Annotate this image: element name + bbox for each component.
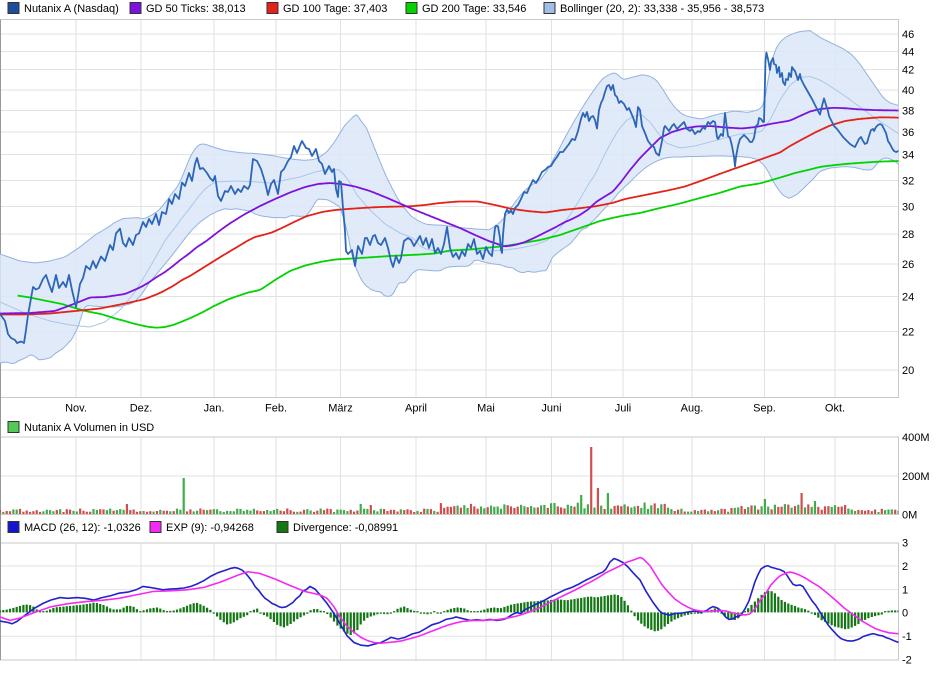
svg-text:38: 38 xyxy=(902,106,914,118)
svg-text:30: 30 xyxy=(902,202,914,214)
svg-text:Mai: Mai xyxy=(477,403,495,415)
svg-text:GD 100 Tage: 37,403: GD 100 Tage: 37,403 xyxy=(283,3,387,15)
svg-text:40: 40 xyxy=(902,85,914,97)
svg-text:GD 200 Tage: 33,546: GD 200 Tage: 33,546 xyxy=(422,3,526,15)
svg-text:Jan.: Jan. xyxy=(204,403,225,415)
svg-text:42: 42 xyxy=(902,65,914,77)
svg-text:44: 44 xyxy=(902,47,914,59)
svg-text:Juli: Juli xyxy=(615,403,632,415)
svg-text:Sep.: Sep. xyxy=(753,403,776,415)
svg-text:32: 32 xyxy=(902,176,914,188)
svg-text:1: 1 xyxy=(902,585,908,597)
svg-text:Okt.: Okt. xyxy=(825,403,845,415)
svg-text:34: 34 xyxy=(902,150,914,162)
svg-text:36: 36 xyxy=(902,127,914,139)
svg-text:3: 3 xyxy=(902,538,908,550)
svg-text:200M: 200M xyxy=(902,471,930,483)
svg-text:Nutanix A (Nasdaq): Nutanix A (Nasdaq) xyxy=(24,3,119,15)
svg-text:2: 2 xyxy=(902,561,908,573)
svg-text:Bollinger (20, 2): 33,338 - 35: Bollinger (20, 2): 33,338 - 35,956 - 38,… xyxy=(560,3,764,15)
svg-text:-1: -1 xyxy=(902,631,912,643)
svg-text:Aug.: Aug. xyxy=(681,403,704,415)
svg-text:Nutanix A Volumen in USD: Nutanix A Volumen in USD xyxy=(24,422,154,434)
svg-text:Feb.: Feb. xyxy=(265,403,287,415)
svg-text:0: 0 xyxy=(902,607,908,619)
svg-text:GD 50 Ticks: 38,013: GD 50 Ticks: 38,013 xyxy=(146,3,246,15)
svg-text:Divergence: -0,08991: Divergence: -0,08991 xyxy=(293,522,398,534)
svg-text:März: März xyxy=(328,403,352,415)
svg-text:April: April xyxy=(405,403,427,415)
svg-text:24: 24 xyxy=(902,292,914,304)
svg-text:EXP (9): -0,94268: EXP (9): -0,94268 xyxy=(166,522,254,534)
svg-text:MACD (26, 12): -1,0326: MACD (26, 12): -1,0326 xyxy=(24,522,141,534)
svg-text:400M: 400M xyxy=(902,432,930,444)
svg-text:46: 46 xyxy=(902,29,914,41)
svg-text:22: 22 xyxy=(902,327,914,339)
svg-text:Dez.: Dez. xyxy=(130,403,153,415)
svg-text:Juni: Juni xyxy=(541,403,561,415)
svg-text:Nov.: Nov. xyxy=(65,403,87,415)
svg-text:20: 20 xyxy=(902,365,914,377)
svg-text:-2: -2 xyxy=(902,655,912,667)
svg-text:0M: 0M xyxy=(902,510,917,522)
svg-text:26: 26 xyxy=(902,259,914,271)
svg-text:28: 28 xyxy=(902,229,914,241)
